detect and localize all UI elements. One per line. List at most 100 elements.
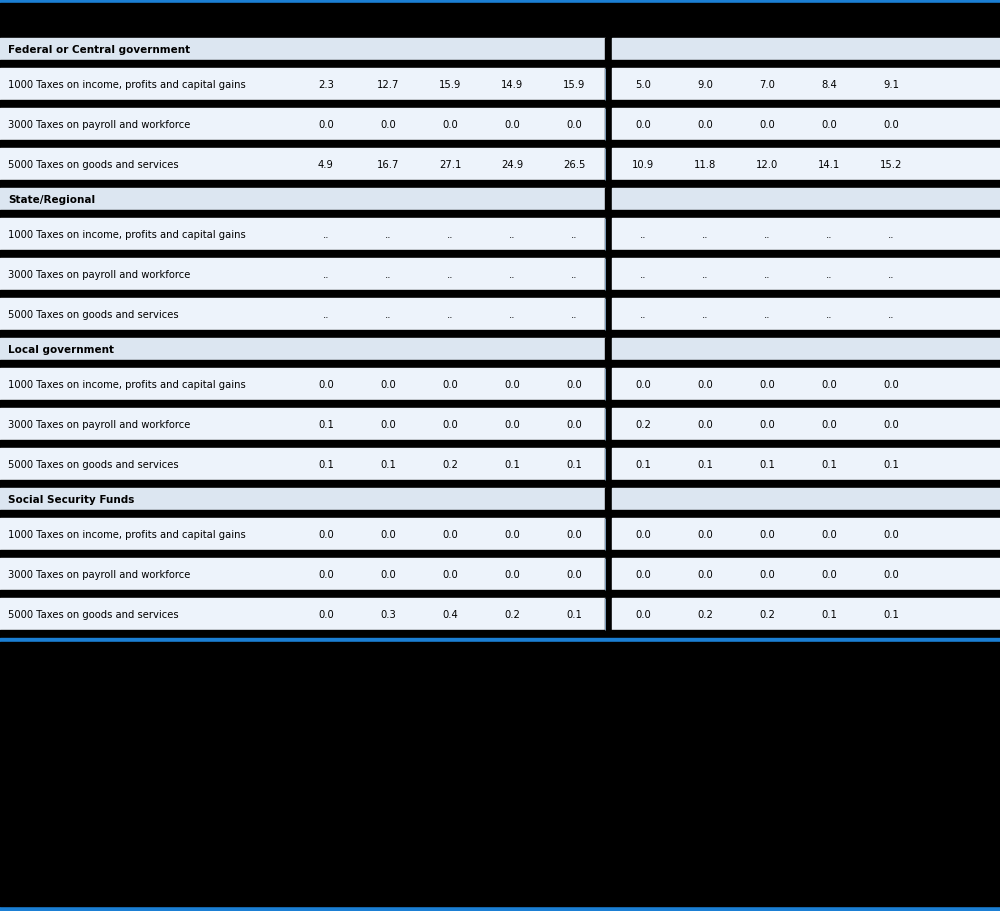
Text: 0.0: 0.0 xyxy=(380,120,396,130)
Text: ..: .. xyxy=(888,230,894,240)
Text: 0.1: 0.1 xyxy=(566,609,582,619)
Text: 0.0: 0.0 xyxy=(566,120,582,130)
Text: 0.1: 0.1 xyxy=(318,420,334,429)
Text: 27.1: 27.1 xyxy=(439,159,461,169)
Text: 0.0: 0.0 xyxy=(697,529,713,539)
Text: 0.0: 0.0 xyxy=(697,380,713,390)
Text: 0.1: 0.1 xyxy=(883,609,899,619)
Text: ..: .. xyxy=(509,270,515,280)
Text: 0.0: 0.0 xyxy=(759,569,775,579)
Text: 1000 Taxes on income, profits and capital gains: 1000 Taxes on income, profits and capita… xyxy=(8,80,246,90)
Text: 8.4: 8.4 xyxy=(821,80,837,90)
Text: ..: .. xyxy=(509,310,515,320)
Text: State/Regional: State/Regional xyxy=(8,195,95,205)
Text: 0.0: 0.0 xyxy=(566,529,582,539)
Text: 0.1: 0.1 xyxy=(504,459,520,469)
Text: 9.0: 9.0 xyxy=(697,80,713,90)
Text: 15.9: 15.9 xyxy=(439,80,461,90)
Text: 3000 Taxes on payroll and workforce: 3000 Taxes on payroll and workforce xyxy=(8,270,190,280)
Text: 0.0: 0.0 xyxy=(883,120,899,130)
Text: 0.1: 0.1 xyxy=(380,459,396,469)
Text: 0.0: 0.0 xyxy=(759,420,775,429)
Text: ..: .. xyxy=(640,270,646,280)
Text: 0.0: 0.0 xyxy=(504,420,520,429)
Text: ..: .. xyxy=(323,270,329,280)
Text: ..: .. xyxy=(323,230,329,240)
Text: ..: .. xyxy=(702,310,708,320)
Text: 0.2: 0.2 xyxy=(635,420,651,429)
Text: 10.9: 10.9 xyxy=(632,159,654,169)
Text: ..: .. xyxy=(323,310,329,320)
Text: ..: .. xyxy=(702,230,708,240)
Text: ..: .. xyxy=(447,310,453,320)
Text: 15.9: 15.9 xyxy=(563,80,585,90)
Text: 0.0: 0.0 xyxy=(697,569,713,579)
Text: 0.0: 0.0 xyxy=(635,529,651,539)
Text: 0.0: 0.0 xyxy=(759,120,775,130)
Text: 0.0: 0.0 xyxy=(883,569,899,579)
Text: 0.0: 0.0 xyxy=(821,529,837,539)
Text: 15.2: 15.2 xyxy=(880,159,902,169)
Text: 0.1: 0.1 xyxy=(697,459,713,469)
Text: ..: .. xyxy=(385,270,391,280)
Text: 1000 Taxes on income, profits and capital gains: 1000 Taxes on income, profits and capita… xyxy=(8,380,246,390)
Text: 24.9: 24.9 xyxy=(501,159,523,169)
Text: 0.1: 0.1 xyxy=(821,609,837,619)
Text: 26.5: 26.5 xyxy=(563,159,585,169)
Text: ..: .. xyxy=(826,270,832,280)
Text: 0.0: 0.0 xyxy=(566,380,582,390)
Text: 0.0: 0.0 xyxy=(442,529,458,539)
Text: 0.0: 0.0 xyxy=(380,529,396,539)
Text: ..: .. xyxy=(640,230,646,240)
Text: 0.0: 0.0 xyxy=(318,380,334,390)
Text: 0.0: 0.0 xyxy=(759,380,775,390)
Text: 0.1: 0.1 xyxy=(566,459,582,469)
Text: 2.3: 2.3 xyxy=(318,80,334,90)
Text: 3000 Taxes on payroll and workforce: 3000 Taxes on payroll and workforce xyxy=(8,120,190,130)
Text: 7.0: 7.0 xyxy=(759,80,775,90)
Text: 0.1: 0.1 xyxy=(821,459,837,469)
Text: 0.0: 0.0 xyxy=(821,120,837,130)
Text: 0.1: 0.1 xyxy=(635,459,651,469)
Text: 0.0: 0.0 xyxy=(635,569,651,579)
Text: 0.0: 0.0 xyxy=(566,569,582,579)
Text: 0.4: 0.4 xyxy=(442,609,458,619)
Text: 0.0: 0.0 xyxy=(883,380,899,390)
Text: 0.0: 0.0 xyxy=(635,609,651,619)
Text: ..: .. xyxy=(640,310,646,320)
Text: 5000 Taxes on goods and services: 5000 Taxes on goods and services xyxy=(8,310,179,320)
Text: ..: .. xyxy=(764,270,770,280)
Text: 5000 Taxes on goods and services: 5000 Taxes on goods and services xyxy=(8,609,179,619)
Text: 1000 Taxes on income, profits and capital gains: 1000 Taxes on income, profits and capita… xyxy=(8,230,246,240)
Text: 3000 Taxes on payroll and workforce: 3000 Taxes on payroll and workforce xyxy=(8,420,190,429)
Text: 0.0: 0.0 xyxy=(442,380,458,390)
Text: 0.0: 0.0 xyxy=(442,569,458,579)
Text: 0.0: 0.0 xyxy=(504,380,520,390)
Text: ..: .. xyxy=(826,230,832,240)
Text: ..: .. xyxy=(385,230,391,240)
Text: 0.0: 0.0 xyxy=(635,120,651,130)
Text: 0.0: 0.0 xyxy=(821,380,837,390)
Text: 3000 Taxes on payroll and workforce: 3000 Taxes on payroll and workforce xyxy=(8,569,190,579)
Text: 0.0: 0.0 xyxy=(318,529,334,539)
Text: 0.0: 0.0 xyxy=(697,120,713,130)
Text: 12.0: 12.0 xyxy=(756,159,778,169)
Text: ..: .. xyxy=(447,230,453,240)
Text: ..: .. xyxy=(888,310,894,320)
Text: 0.0: 0.0 xyxy=(380,380,396,390)
Text: 0.0: 0.0 xyxy=(883,529,899,539)
Text: 0.2: 0.2 xyxy=(759,609,775,619)
Text: 0.0: 0.0 xyxy=(504,120,520,130)
Text: 0.0: 0.0 xyxy=(442,120,458,130)
Text: ..: .. xyxy=(826,310,832,320)
Text: 0.0: 0.0 xyxy=(380,420,396,429)
Text: 5000 Taxes on goods and services: 5000 Taxes on goods and services xyxy=(8,159,179,169)
Text: 16.7: 16.7 xyxy=(377,159,399,169)
Text: 0.0: 0.0 xyxy=(318,609,334,619)
Text: ..: .. xyxy=(571,230,577,240)
Text: Federal or Central government: Federal or Central government xyxy=(8,45,190,55)
Text: ..: .. xyxy=(764,230,770,240)
Text: Local government: Local government xyxy=(8,344,114,354)
Text: 9.1: 9.1 xyxy=(883,80,899,90)
Text: 0.1: 0.1 xyxy=(318,459,334,469)
